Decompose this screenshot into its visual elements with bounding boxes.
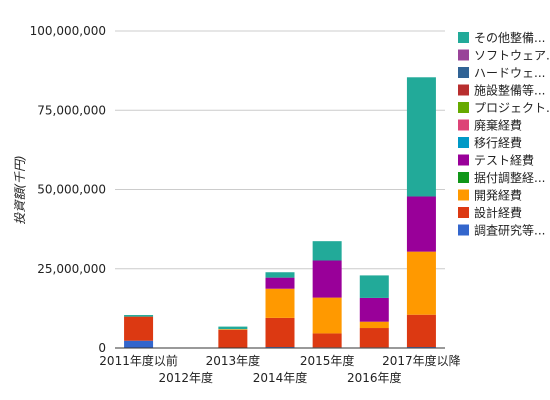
legend-item[interactable]: 設計経費 — [458, 205, 522, 220]
x-tick-label: 2013年度 — [206, 353, 261, 368]
y-tick-label: 0 — [98, 341, 106, 355]
y-tick-label: 50,000,000 — [37, 183, 106, 197]
gridlines — [115, 30, 445, 270]
bar-segment[interactable] — [406, 314, 436, 348]
legend-label: 調査研究等... — [474, 223, 545, 238]
legend-swatch — [458, 154, 469, 166]
legend-item[interactable]: 施設整備等... — [458, 83, 545, 98]
legend-label: ソフトウェア... — [474, 49, 550, 63]
legend-label: その他整備... — [474, 30, 545, 45]
bar-segment[interactable] — [218, 326, 248, 330]
bar-segment[interactable] — [359, 297, 389, 322]
y-axis-title: 投資額(千円) — [13, 155, 27, 224]
bar-segment[interactable] — [265, 317, 295, 348]
bar-segment[interactable] — [406, 196, 436, 252]
legend-swatch — [458, 172, 469, 183]
legend-label: 設計経費 — [474, 205, 522, 220]
bar-segment[interactable] — [359, 328, 389, 348]
legend-swatch — [458, 67, 469, 78]
x-tick-label: 2015年度 — [300, 353, 355, 368]
legend-item[interactable]: 移行経費 — [458, 135, 522, 150]
legend-item[interactable]: テスト経費 — [458, 153, 534, 168]
legend-item[interactable]: プロジェクト... — [458, 101, 550, 115]
legend-item[interactable]: 開発経費 — [458, 188, 522, 203]
bar-segment[interactable] — [312, 333, 342, 348]
legend-swatch — [458, 137, 469, 148]
legend-swatch — [458, 207, 469, 218]
bars — [124, 77, 436, 348]
x-tick-label: 2012年度 — [158, 370, 213, 385]
x-axis-tick-labels: 2011年度以前 2012年度 2013年度 2014年度 2015年度 2016年度 20… — [99, 353, 460, 385]
legend-label: 廃棄経費 — [474, 118, 522, 133]
legend-label: ハードウェ... — [474, 66, 545, 80]
x-tick-label: 2011年度以前 — [99, 353, 178, 368]
legend-swatch — [458, 84, 469, 96]
bar-segment[interactable] — [218, 329, 248, 330]
y-tick-label: 75,000,000 — [37, 103, 106, 117]
x-tick-label: 2016年度 — [347, 370, 402, 385]
y-tick-label: 25,000,000 — [37, 262, 106, 276]
legend-item[interactable]: 廃棄経費 — [458, 118, 522, 133]
y-axis-tick-labels: 0 25,000,000 50,000,000 75,000,000 100,000,0… — [30, 24, 106, 355]
bar-segment[interactable] — [265, 272, 295, 278]
legend-label: 移行経費 — [474, 135, 522, 150]
y-tick-label: 100,000,000 — [30, 24, 106, 38]
bar-segment[interactable] — [359, 275, 389, 298]
bar-segment[interactable] — [218, 329, 248, 348]
legend-swatch — [458, 189, 469, 201]
bar-segment[interactable] — [312, 260, 342, 298]
x-tick-label: 2017年度以降 — [382, 353, 461, 368]
legend-item[interactable]: その他整備... — [458, 30, 545, 45]
bar-segment[interactable] — [312, 241, 342, 261]
legend-item[interactable]: 据付調整経... — [458, 170, 545, 185]
bar-segment[interactable] — [359, 321, 389, 329]
legend-label: プロジェクト... — [474, 101, 550, 115]
bar-segment[interactable] — [124, 340, 154, 348]
bar-segment[interactable] — [312, 297, 342, 334]
legend-label: 据付調整経... — [474, 170, 545, 185]
legend-label: テスト経費 — [474, 153, 534, 168]
legend-label: 施設整備等... — [474, 83, 545, 98]
bar-segment[interactable] — [265, 277, 295, 289]
legend-label: 開発経費 — [474, 188, 522, 203]
legend-swatch — [458, 49, 469, 61]
legend-swatch — [458, 224, 469, 236]
bar-segment[interactable] — [124, 315, 154, 317]
legend-item[interactable]: ハードウェ... — [458, 66, 545, 80]
x-tick-label: 2014年度 — [253, 370, 308, 385]
legend-item[interactable]: 調査研究等... — [458, 223, 545, 238]
bar-segment[interactable] — [265, 288, 295, 318]
legend-item[interactable]: ソフトウェア... — [458, 49, 550, 63]
legend-swatch — [458, 119, 469, 131]
legend-swatch — [458, 102, 469, 113]
bar-segment[interactable] — [124, 316, 154, 341]
legend[interactable]: その他整備... ソフトウェア... ハードウェ... 施設整備等... プロジェクト.… — [458, 30, 550, 238]
legend-swatch — [458, 32, 469, 43]
bar-segment[interactable] — [406, 77, 436, 197]
bar-segment[interactable] — [406, 251, 436, 315]
